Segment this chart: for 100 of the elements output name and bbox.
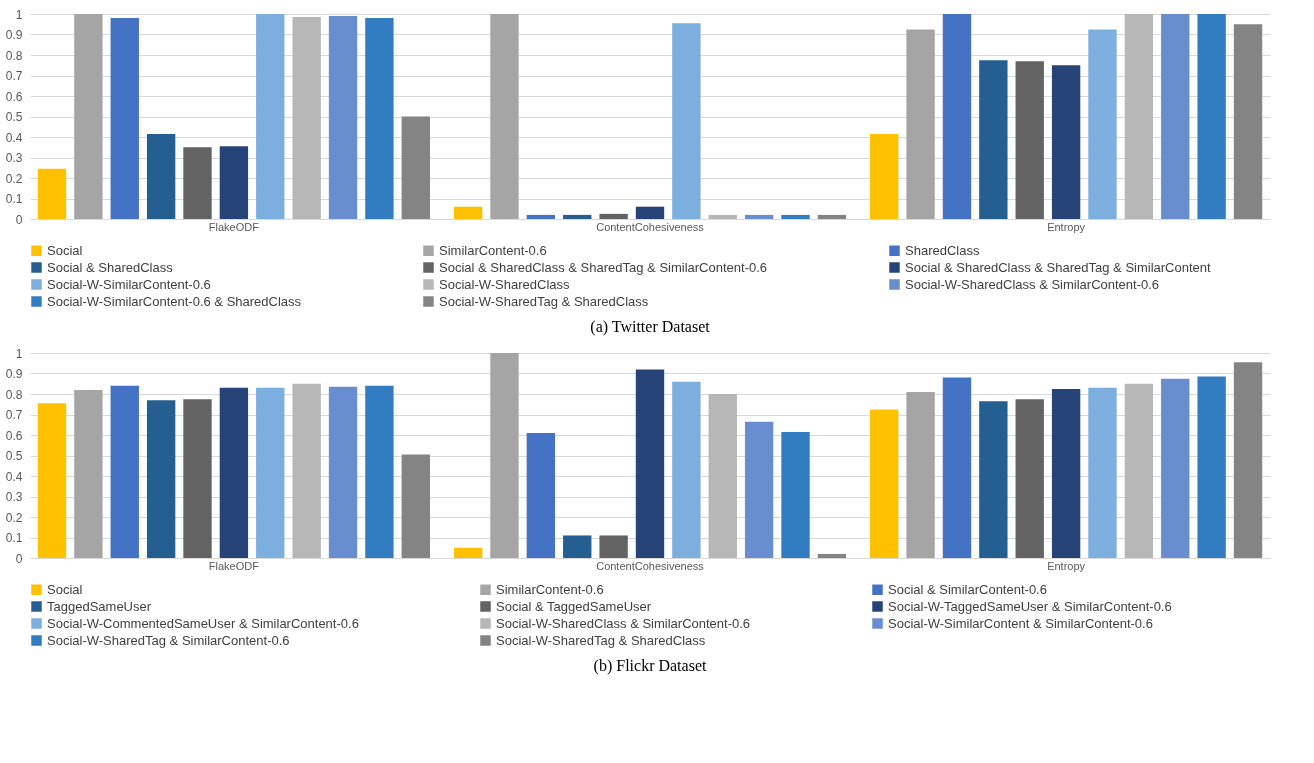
bar bbox=[1124, 383, 1154, 558]
bar bbox=[635, 206, 665, 219]
legend-label: SimilarContent-0.6 bbox=[496, 581, 604, 597]
y-tick-label: 0.4 bbox=[5, 130, 23, 145]
legend-label: SimilarContent-0.6 bbox=[439, 242, 547, 258]
legend-label: Social-W-CommentedSameUser & SimilarContent-0.6 bbox=[47, 615, 359, 631]
bar bbox=[256, 387, 285, 558]
bar bbox=[942, 14, 972, 219]
bar bbox=[708, 214, 737, 219]
bar bbox=[1088, 29, 1117, 219]
bar bbox=[672, 23, 701, 219]
x-tick-label: ContentCohesiveness bbox=[596, 559, 705, 572]
legend-label: Social-W-SharedClass & SimilarContent-0.6 bbox=[905, 276, 1160, 292]
y-tick-label: 0 bbox=[15, 212, 23, 227]
text: (b) Flickr Dataset bbox=[593, 657, 707, 675]
y-tick-label: 0.6 bbox=[5, 428, 23, 443]
legend-label: Social bbox=[47, 581, 83, 597]
y-tick-label: 0.2 bbox=[5, 510, 23, 525]
legend-label: SharedClass bbox=[905, 242, 980, 258]
bar bbox=[781, 214, 810, 219]
bar bbox=[74, 389, 103, 558]
bar bbox=[708, 394, 737, 558]
bar bbox=[744, 421, 774, 558]
legend-label: Social-W-SharedTag & SharedClass bbox=[439, 293, 649, 309]
bar bbox=[1197, 14, 1226, 219]
x-tick-label: FlakeODF bbox=[208, 220, 260, 233]
bar bbox=[563, 535, 592, 558]
bar bbox=[328, 386, 358, 558]
legend-label: Social & TaggedSameUser bbox=[496, 598, 652, 614]
y-tick-label: 0.5 bbox=[5, 110, 23, 124]
y-tick-label: 0.1 bbox=[5, 192, 23, 206]
bar bbox=[110, 18, 139, 219]
bar bbox=[599, 535, 628, 558]
y-tick-label: 0.2 bbox=[5, 171, 23, 186]
y-tick-label: 0.8 bbox=[5, 48, 23, 63]
bar bbox=[1088, 387, 1117, 558]
bar bbox=[635, 369, 665, 558]
bar bbox=[1051, 388, 1081, 558]
bar bbox=[906, 29, 935, 219]
bar bbox=[1161, 378, 1190, 558]
bar bbox=[599, 213, 628, 219]
bar bbox=[744, 214, 774, 219]
bar bbox=[490, 353, 519, 558]
legend-label: Social-W-SharedTag & SimilarContent-0.6 bbox=[47, 632, 290, 648]
bar bbox=[401, 116, 430, 219]
bar bbox=[906, 391, 935, 558]
bar bbox=[781, 431, 810, 558]
text: (a) Twitter Dataset bbox=[590, 318, 711, 336]
y-tick-label: 0.5 bbox=[5, 449, 23, 463]
bar bbox=[401, 454, 430, 558]
bar bbox=[292, 17, 321, 219]
legend-label: Social bbox=[47, 242, 83, 258]
bar bbox=[563, 214, 592, 219]
bar bbox=[365, 18, 394, 219]
bar bbox=[942, 377, 972, 558]
bar bbox=[817, 214, 847, 219]
y-tick-label: 0.9 bbox=[5, 367, 23, 381]
bar bbox=[1233, 24, 1263, 219]
bar bbox=[490, 14, 519, 219]
bar bbox=[219, 146, 249, 219]
y-tick-label: 0.6 bbox=[5, 89, 23, 104]
bar bbox=[1015, 399, 1044, 558]
x-tick-label: ContentCohesiveness bbox=[596, 220, 705, 233]
bar bbox=[1051, 65, 1081, 219]
x-tick-label: Entropy bbox=[1047, 220, 1086, 233]
bar bbox=[328, 16, 358, 219]
legend-label: TaggedSameUser bbox=[47, 598, 152, 614]
bar bbox=[37, 403, 67, 558]
bar bbox=[526, 214, 556, 219]
y-tick-label: 0.1 bbox=[5, 531, 23, 545]
bar bbox=[256, 14, 285, 219]
y-tick-label: 0.7 bbox=[5, 408, 23, 422]
bar bbox=[1233, 362, 1263, 558]
legend-label: Social-W-SharedClass & SimilarContent-0.6 bbox=[496, 615, 751, 631]
x-tick-label: FlakeODF bbox=[208, 559, 260, 572]
bar bbox=[74, 14, 103, 219]
bar bbox=[37, 168, 67, 219]
bar bbox=[672, 381, 701, 558]
y-tick-label: 0.3 bbox=[5, 151, 23, 165]
y-tick-label: 0 bbox=[15, 551, 23, 566]
bar bbox=[979, 401, 1008, 558]
y-tick-label: 0.7 bbox=[5, 69, 23, 83]
legend-label: Social & SharedClass & SharedTag & SimilarContent bbox=[905, 259, 1212, 275]
y-tick-label: 0.4 bbox=[5, 469, 23, 484]
legend-label: Social-W-SharedClass bbox=[439, 276, 571, 292]
legend-label: Social & SharedClass & SharedTag & SimilarContent-0.6 bbox=[439, 259, 768, 275]
bar bbox=[146, 133, 176, 219]
bar bbox=[292, 383, 321, 558]
bar bbox=[365, 385, 394, 558]
bar bbox=[1197, 376, 1226, 558]
y-tick-label: 0.9 bbox=[5, 28, 23, 42]
bar bbox=[453, 206, 483, 219]
bar bbox=[979, 60, 1008, 219]
legend-label: Social & SharedClass bbox=[47, 259, 174, 275]
y-tick-label: 0.3 bbox=[5, 490, 23, 504]
bar bbox=[817, 553, 847, 558]
bar bbox=[1161, 14, 1190, 219]
bar bbox=[183, 399, 212, 558]
y-tick-label: 1 bbox=[15, 7, 23, 22]
bar bbox=[526, 432, 556, 558]
